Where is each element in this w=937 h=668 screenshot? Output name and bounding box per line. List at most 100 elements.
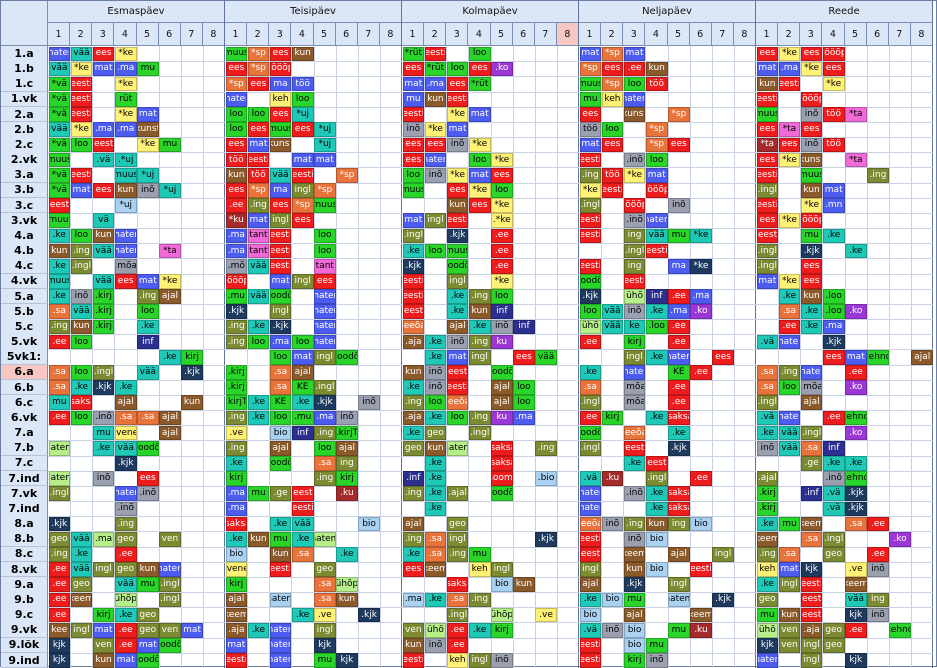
lesson-cell[interactable]: kun bbox=[623, 562, 646, 577]
lesson-cell[interactable]: .sa bbox=[845, 516, 867, 532]
lesson-cell[interactable]: ajal bbox=[911, 349, 933, 365]
lesson-cell[interactable]: *sp bbox=[645, 122, 668, 137]
lesson-cell[interactable]: .inõ bbox=[623, 152, 646, 168]
lesson-cell[interactable]: kun bbox=[181, 395, 203, 411]
lesson-cell[interactable]: ajal bbox=[623, 607, 646, 623]
lesson-cell[interactable]: keh bbox=[468, 562, 491, 577]
lesson-cell[interactable]: mat bbox=[446, 122, 469, 137]
lesson-cell[interactable]: .aja bbox=[225, 622, 248, 638]
lesson-cell[interactable]: .ee bbox=[778, 319, 801, 335]
lesson-cell[interactable]: loo bbox=[402, 167, 425, 183]
lesson-cell[interactable]: töö bbox=[291, 76, 314, 92]
lesson-cell[interactable]: .ing bbox=[468, 334, 491, 350]
lesson-cell[interactable]: .ke bbox=[645, 410, 668, 426]
lesson-cell[interactable]: ven bbox=[778, 638, 801, 653]
class-row-header[interactable]: 5.vk bbox=[1, 334, 48, 350]
lesson-cell[interactable]: geo bbox=[137, 622, 159, 638]
lesson-cell[interactable]: geo bbox=[402, 440, 425, 456]
lesson-cell[interactable]: .ajal bbox=[446, 486, 469, 502]
lesson-cell[interactable]: .tehnol bbox=[889, 622, 911, 638]
lesson-cell[interactable]: .ing bbox=[114, 516, 137, 532]
lesson-cell[interactable]: .ke bbox=[424, 334, 447, 350]
lesson-cell[interactable]: eesti bbox=[800, 577, 823, 593]
lesson-cell[interactable]: kirj bbox=[225, 577, 248, 593]
lesson-cell[interactable]: inf bbox=[645, 289, 668, 304]
lesson-cell[interactable]: .ee bbox=[48, 607, 71, 623]
class-row-header[interactable]: 3.c bbox=[1, 197, 48, 214]
lesson-cell[interactable]: .sa bbox=[291, 547, 314, 562]
lesson-cell[interactable]: ees bbox=[712, 349, 734, 365]
lesson-cell[interactable]: .matem bbox=[579, 486, 602, 502]
lesson-cell[interactable]: mat bbox=[70, 183, 93, 198]
lesson-cell[interactable]: loo bbox=[601, 122, 624, 137]
lesson-cell[interactable]: kjk bbox=[48, 638, 71, 653]
lesson-cell[interactable]: ingl bbox=[800, 653, 823, 668]
lesson-cell[interactable]: mu bbox=[402, 92, 425, 107]
lesson-cell[interactable]: muus bbox=[446, 243, 469, 259]
lesson-cell[interactable]: KE bbox=[269, 395, 292, 411]
lesson-cell[interactable]: ees bbox=[92, 46, 115, 62]
lesson-cell[interactable]: kjk bbox=[800, 562, 823, 577]
lesson-cell[interactable]: .ing bbox=[225, 334, 248, 350]
lesson-cell[interactable]: *ke bbox=[690, 258, 712, 274]
lesson-cell[interactable]: eesti bbox=[756, 167, 779, 183]
lesson-cell[interactable]: *ku bbox=[225, 213, 248, 229]
lesson-cell[interactable]: .vene bbox=[225, 562, 248, 577]
lesson-cell[interactable]: vää bbox=[601, 304, 624, 320]
lesson-cell[interactable]: .ve bbox=[845, 562, 867, 577]
lesson-cell[interactable]: .ing bbox=[225, 410, 248, 426]
lesson-cell[interactable]: vää bbox=[92, 274, 115, 289]
lesson-cell[interactable]: .ee bbox=[579, 334, 602, 350]
lesson-cell[interactable]: mu bbox=[314, 653, 336, 668]
lesson-cell[interactable]: ing bbox=[336, 456, 358, 471]
lesson-cell[interactable]: vää bbox=[845, 592, 867, 608]
lesson-cell[interactable]: töö bbox=[579, 122, 602, 137]
lesson-cell[interactable]: .ee bbox=[48, 562, 71, 577]
lesson-cell[interactable]: ajal bbox=[446, 319, 469, 335]
lesson-cell[interactable]: kjk bbox=[845, 607, 867, 623]
lesson-cell[interactable]: .ma bbox=[92, 531, 115, 547]
lesson-cell[interactable]: mu bbox=[48, 395, 71, 411]
lesson-cell[interactable]: eesti bbox=[778, 76, 801, 92]
lesson-cell[interactable]: .ke bbox=[291, 395, 314, 411]
lesson-cell[interactable]: ees bbox=[269, 107, 292, 122]
lesson-cell[interactable]: kun bbox=[92, 653, 115, 668]
lesson-cell[interactable]: *ke bbox=[159, 274, 181, 289]
lesson-cell[interactable]: *ke bbox=[800, 61, 823, 77]
lesson-cell[interactable]: .vä bbox=[756, 410, 779, 426]
lesson-cell[interactable]: kun bbox=[225, 167, 248, 183]
lesson-cell[interactable]: ingl bbox=[468, 349, 491, 365]
lesson-cell[interactable]: .kirj bbox=[92, 319, 115, 335]
lesson-cell[interactable]: *ke bbox=[778, 152, 801, 168]
lesson-cell[interactable]: .ee bbox=[845, 622, 867, 638]
lesson-cell[interactable]: ees bbox=[402, 137, 425, 153]
lesson-cell[interactable]: .*ke bbox=[491, 213, 513, 229]
lesson-cell[interactable]: *sp bbox=[579, 61, 602, 77]
lesson-cell[interactable]: .ajal bbox=[756, 471, 779, 486]
lesson-cell[interactable]: eesti bbox=[579, 213, 602, 229]
lesson-cell[interactable]: .kjk bbox=[446, 228, 469, 244]
lesson-cell[interactable]: *sp bbox=[247, 46, 270, 62]
lesson-cell[interactable]: kjk bbox=[314, 638, 336, 653]
lesson-cell[interactable]: *ke bbox=[446, 107, 469, 122]
class-row-header[interactable]: 9.a bbox=[1, 576, 48, 593]
lesson-cell[interactable]: .matem2 bbox=[446, 440, 469, 456]
lesson-cell[interactable]: bio bbox=[579, 607, 602, 623]
lesson-cell[interactable]: .matem3 bbox=[314, 531, 336, 547]
lesson-cell[interactable]: .ke bbox=[424, 486, 447, 502]
lesson-cell[interactable]: *ke bbox=[491, 152, 513, 168]
lesson-cell[interactable]: .ge bbox=[800, 456, 823, 471]
lesson-cell[interactable]: .ke bbox=[446, 289, 469, 304]
lesson-cell[interactable]: .ing bbox=[468, 592, 491, 608]
lesson-cell[interactable]: .loo bbox=[645, 319, 668, 335]
lesson-cell[interactable]: kunst bbox=[800, 152, 823, 168]
lesson-cell[interactable]: vää bbox=[601, 319, 624, 335]
lesson-cell[interactable]: .kjk bbox=[181, 365, 203, 380]
lesson-cell[interactable]: *sp bbox=[668, 107, 690, 122]
lesson-cell[interactable]: ühõ bbox=[756, 622, 779, 638]
lesson-cell[interactable]: inõ bbox=[623, 531, 646, 547]
lesson-cell[interactable]: mat bbox=[92, 622, 115, 638]
lesson-cell[interactable]: kirj bbox=[92, 607, 115, 623]
